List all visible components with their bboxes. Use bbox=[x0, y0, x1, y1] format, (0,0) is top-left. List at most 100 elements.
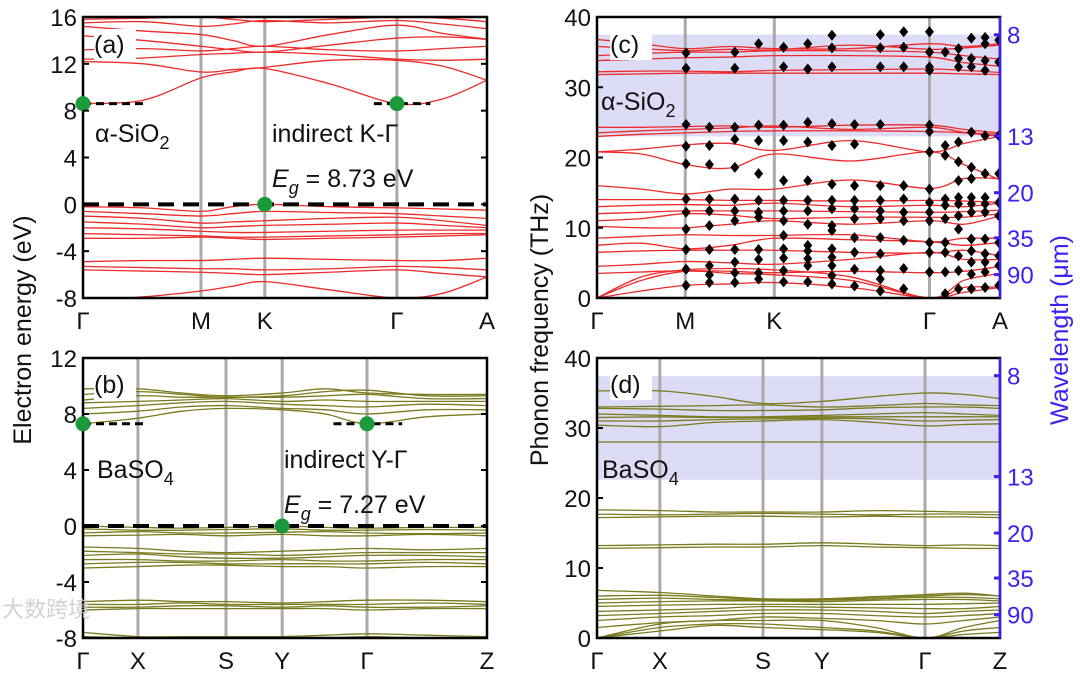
experimental-marker bbox=[924, 215, 934, 227]
band-extremum-dot bbox=[389, 96, 405, 112]
experimental-marker bbox=[875, 194, 885, 206]
band-line bbox=[83, 232, 487, 238]
band-line bbox=[597, 515, 1000, 519]
material-subscript: 4 bbox=[669, 469, 679, 489]
experimental-marker bbox=[875, 42, 885, 54]
experimental-marker bbox=[779, 229, 789, 241]
experimental-marker bbox=[827, 203, 837, 215]
material-name: α-SiO bbox=[601, 88, 665, 116]
experimental-marker bbox=[980, 38, 990, 50]
experimental-marker bbox=[803, 260, 813, 272]
experimental-marker bbox=[953, 175, 963, 187]
wavelength-tick-label: 90 bbox=[1007, 603, 1034, 630]
experimental-marker bbox=[980, 266, 990, 278]
experimental-marker bbox=[875, 205, 885, 217]
y-tick-label: 0 bbox=[578, 626, 591, 653]
x-tick-label: Γ bbox=[360, 648, 373, 675]
experimental-marker bbox=[994, 196, 1000, 208]
x-tick-label: X bbox=[652, 648, 668, 675]
experimental-marker bbox=[899, 234, 909, 246]
y-tick-label: 12 bbox=[50, 346, 77, 373]
x-tick-label: M bbox=[191, 308, 211, 335]
experimental-marker bbox=[704, 140, 714, 152]
experimental-marker bbox=[827, 178, 837, 190]
band-line bbox=[83, 58, 487, 81]
x-tick-label: X bbox=[130, 648, 146, 675]
band-line bbox=[83, 550, 487, 557]
experimental-marker bbox=[924, 146, 934, 158]
experimental-marker bbox=[875, 273, 885, 285]
experimental-marker bbox=[827, 61, 837, 73]
experimental-marker bbox=[899, 180, 909, 192]
x-tick-label: Y bbox=[274, 648, 290, 675]
panel-label: (d) bbox=[610, 371, 641, 399]
experimental-marker bbox=[899, 283, 909, 295]
experimental-marker bbox=[924, 196, 934, 208]
material-name: BaSO bbox=[97, 456, 164, 484]
experimental-marker bbox=[966, 173, 976, 185]
experimental-marker bbox=[754, 253, 764, 265]
material-subscript: 2 bbox=[665, 101, 675, 121]
x-tick-label: M bbox=[675, 308, 695, 335]
experimental-marker bbox=[704, 260, 714, 272]
y-tick-label: 0 bbox=[64, 192, 77, 219]
wavelength-tick-label: 35 bbox=[1007, 566, 1034, 593]
experimental-marker bbox=[980, 198, 990, 210]
experimental-marker bbox=[940, 140, 950, 152]
x-tick-label: Γ bbox=[590, 308, 603, 335]
band-line bbox=[597, 417, 1000, 422]
experimental-marker bbox=[966, 32, 976, 44]
wavelength-tick-label: 20 bbox=[1007, 521, 1034, 548]
y-tick-label: 40 bbox=[564, 346, 591, 373]
band-line bbox=[597, 542, 1000, 547]
experimental-marker bbox=[980, 168, 990, 180]
experimental-marker bbox=[850, 118, 860, 130]
y-tick-label: 30 bbox=[564, 416, 591, 443]
experimental-marker bbox=[754, 135, 764, 147]
experimental-marker bbox=[994, 34, 1000, 46]
band-line bbox=[83, 24, 487, 48]
band-line bbox=[597, 622, 1000, 638]
band-line bbox=[597, 512, 1000, 516]
experimental-marker bbox=[899, 41, 909, 53]
experimental-marker bbox=[779, 215, 789, 227]
experimental-marker bbox=[730, 121, 740, 133]
experimental-marker bbox=[899, 206, 909, 218]
experimental-marker bbox=[940, 193, 950, 205]
experimental-marker bbox=[875, 61, 885, 73]
experimental-marker bbox=[681, 279, 691, 291]
experimental-marker bbox=[899, 26, 909, 38]
band-line bbox=[597, 598, 1000, 604]
band-line bbox=[597, 265, 1000, 275]
panel-c: Γ M K Γ A 40 30 20 10 0 8 13 20 35 90 (c) α-SiO2 bbox=[564, 5, 1033, 335]
y-tick-label: -8 bbox=[56, 626, 77, 653]
experimental-marker bbox=[980, 64, 990, 76]
band-line bbox=[597, 125, 1000, 135]
band-line bbox=[597, 209, 1000, 215]
experimental-marker bbox=[994, 279, 1000, 291]
experimental-marker bbox=[681, 140, 691, 152]
band-extremum-dot bbox=[75, 416, 91, 432]
experimental-marker bbox=[704, 220, 714, 232]
band-gap-value: Eg = 7.27 eV bbox=[284, 491, 426, 524]
experimental-marker bbox=[827, 270, 837, 282]
experimental-marker bbox=[940, 46, 950, 58]
band-line bbox=[597, 406, 1000, 412]
band-line bbox=[83, 265, 487, 271]
experimental-marker bbox=[924, 206, 934, 218]
band-line bbox=[597, 418, 1000, 428]
experimental-marker bbox=[850, 180, 860, 192]
electron-energy-axis-title: Electron energy (eV) bbox=[9, 215, 37, 444]
experimental-marker bbox=[827, 140, 837, 152]
x-tick-label: A bbox=[992, 308, 1008, 335]
experimental-marker bbox=[754, 206, 764, 218]
band-line bbox=[597, 68, 1000, 74]
experimental-marker bbox=[754, 194, 764, 206]
band-line bbox=[83, 257, 487, 263]
band-line bbox=[83, 35, 487, 53]
experimental-marker bbox=[875, 29, 885, 41]
y-tick-label: 8 bbox=[64, 402, 77, 429]
experimental-marker bbox=[875, 232, 885, 244]
y-tick-label: 10 bbox=[564, 556, 591, 583]
experimental-marker bbox=[681, 263, 691, 275]
